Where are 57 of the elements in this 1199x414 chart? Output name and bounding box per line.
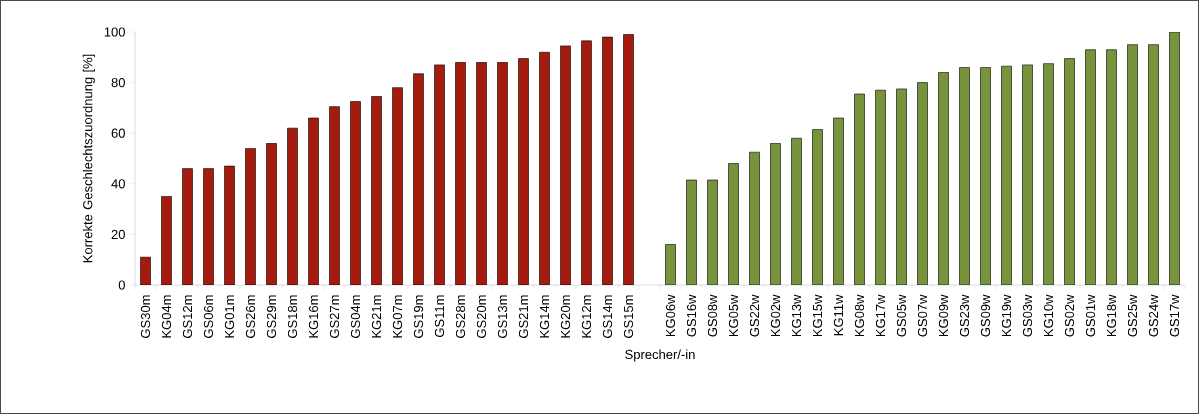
x-tick-label: KG12m	[581, 295, 592, 338]
x-tick-label: KG16m	[308, 295, 319, 338]
x-tick-label: GS02w	[1064, 294, 1075, 337]
x-tick-label: KG01m	[224, 295, 235, 338]
x-tick-label: GS21m	[518, 295, 529, 338]
x-tick-label: GS30m	[140, 295, 151, 338]
x-tick-label: KG09w	[938, 294, 949, 337]
x-tick-label: GS27m	[329, 295, 340, 338]
x-tick-label: GS13m	[497, 295, 508, 338]
y-tick-label: 60	[111, 128, 125, 138]
x-tick-label: GS01w	[1085, 294, 1096, 337]
x-tick-label: GS19m	[413, 295, 424, 338]
x-tick-label: GS06m	[203, 295, 214, 338]
y-tick-label: 40	[111, 179, 125, 189]
x-tick-label: GS23w	[959, 294, 970, 337]
x-tick-label: GS07w	[917, 294, 928, 337]
x-tick-label: GS16w	[686, 294, 697, 337]
x-tick-label: GS22w	[749, 294, 760, 337]
x-tick-label: KG10w	[1043, 294, 1054, 337]
y-tick-label: 0	[118, 280, 125, 290]
x-tick-label: GS25w	[1127, 294, 1138, 337]
x-tick-label: GS12m	[182, 295, 193, 338]
x-tick-label: KG21m	[371, 295, 382, 338]
x-tick-label: KG14m	[539, 295, 550, 338]
x-tick-label: GS11m	[434, 295, 445, 337]
x-tick-label: KG11w	[833, 294, 844, 336]
x-tick-label: GS15m	[623, 295, 634, 338]
x-tick-label: GS04m	[350, 295, 361, 338]
x-tick-label: KG17w	[875, 294, 886, 337]
x-tick-label: KG05w	[728, 294, 739, 337]
y-tick-label: 20	[111, 229, 125, 239]
x-tick-label: KG20m	[560, 295, 571, 338]
x-tick-label: GS17w	[1169, 294, 1180, 337]
x-tick-label: GS09w	[980, 294, 991, 337]
x-tick-label: KG18w	[1106, 294, 1117, 337]
x-tick-label: GS03w	[1022, 294, 1033, 337]
x-tick-label: KG19w	[1001, 294, 1012, 337]
x-tick-label: GS26m	[245, 295, 256, 338]
x-tick-label: KG06w	[665, 294, 676, 337]
x-tick-label: KG04m	[161, 295, 172, 338]
x-tick-label: GS08w	[707, 294, 718, 337]
x-tick-label: KG02w	[770, 294, 781, 337]
x-tick-label: KG07m	[392, 295, 403, 338]
x-tick-label: GS28m	[455, 295, 466, 338]
x-tick-label: KG08w	[854, 294, 865, 337]
x-tick-label: GS24w	[1148, 294, 1159, 337]
x-tick-label: KG13w	[791, 294, 802, 337]
x-tick-label: GS14m	[602, 295, 613, 338]
x-axis-title: Sprecher/-in	[625, 349, 695, 362]
x-tick-label: KG15w	[812, 294, 823, 337]
x-tick-label: GS29m	[266, 295, 277, 338]
y-axis-title: Korrekte Geschlechtszuordnung [%]	[82, 54, 95, 263]
x-tick-label: GS20m	[476, 295, 487, 338]
y-tick-label: 100	[104, 27, 125, 37]
x-tick-label: GS18m	[287, 295, 298, 338]
x-tick-label: GS05w	[896, 294, 907, 337]
y-tick-label: 80	[111, 78, 125, 88]
